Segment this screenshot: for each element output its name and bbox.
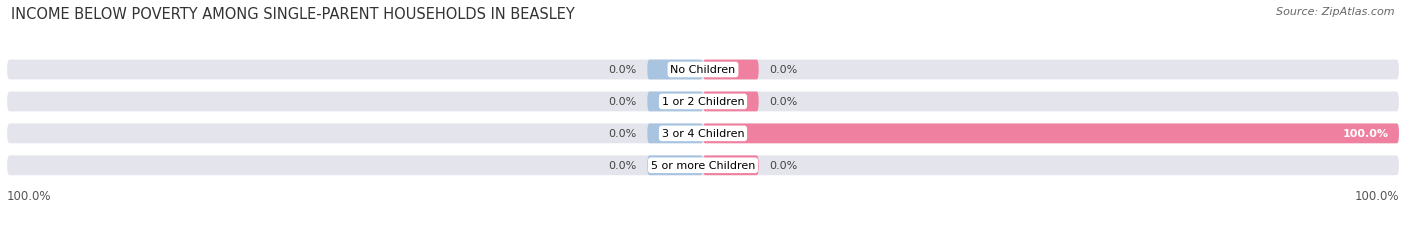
FancyBboxPatch shape: [7, 60, 1399, 80]
FancyBboxPatch shape: [703, 92, 759, 112]
Text: 100.0%: 100.0%: [1354, 189, 1399, 202]
FancyBboxPatch shape: [703, 124, 1399, 144]
Text: 0.0%: 0.0%: [609, 97, 637, 107]
Text: 1 or 2 Children: 1 or 2 Children: [662, 97, 744, 107]
Text: INCOME BELOW POVERTY AMONG SINGLE-PARENT HOUSEHOLDS IN BEASLEY: INCOME BELOW POVERTY AMONG SINGLE-PARENT…: [11, 7, 575, 22]
FancyBboxPatch shape: [7, 156, 1399, 175]
Text: 100.0%: 100.0%: [7, 189, 52, 202]
FancyBboxPatch shape: [647, 60, 703, 80]
Text: 0.0%: 0.0%: [769, 65, 797, 75]
FancyBboxPatch shape: [647, 92, 703, 112]
Text: 100.0%: 100.0%: [1343, 129, 1389, 139]
Text: 0.0%: 0.0%: [769, 161, 797, 170]
Text: No Children: No Children: [671, 65, 735, 75]
Text: Source: ZipAtlas.com: Source: ZipAtlas.com: [1277, 7, 1395, 17]
FancyBboxPatch shape: [703, 60, 759, 80]
FancyBboxPatch shape: [7, 124, 1399, 144]
Text: 0.0%: 0.0%: [769, 97, 797, 107]
FancyBboxPatch shape: [647, 156, 703, 175]
FancyBboxPatch shape: [647, 124, 703, 144]
Text: 5 or more Children: 5 or more Children: [651, 161, 755, 170]
Text: 3 or 4 Children: 3 or 4 Children: [662, 129, 744, 139]
FancyBboxPatch shape: [703, 156, 759, 175]
FancyBboxPatch shape: [7, 92, 1399, 112]
Text: 0.0%: 0.0%: [609, 129, 637, 139]
Text: 0.0%: 0.0%: [609, 65, 637, 75]
Text: 0.0%: 0.0%: [609, 161, 637, 170]
